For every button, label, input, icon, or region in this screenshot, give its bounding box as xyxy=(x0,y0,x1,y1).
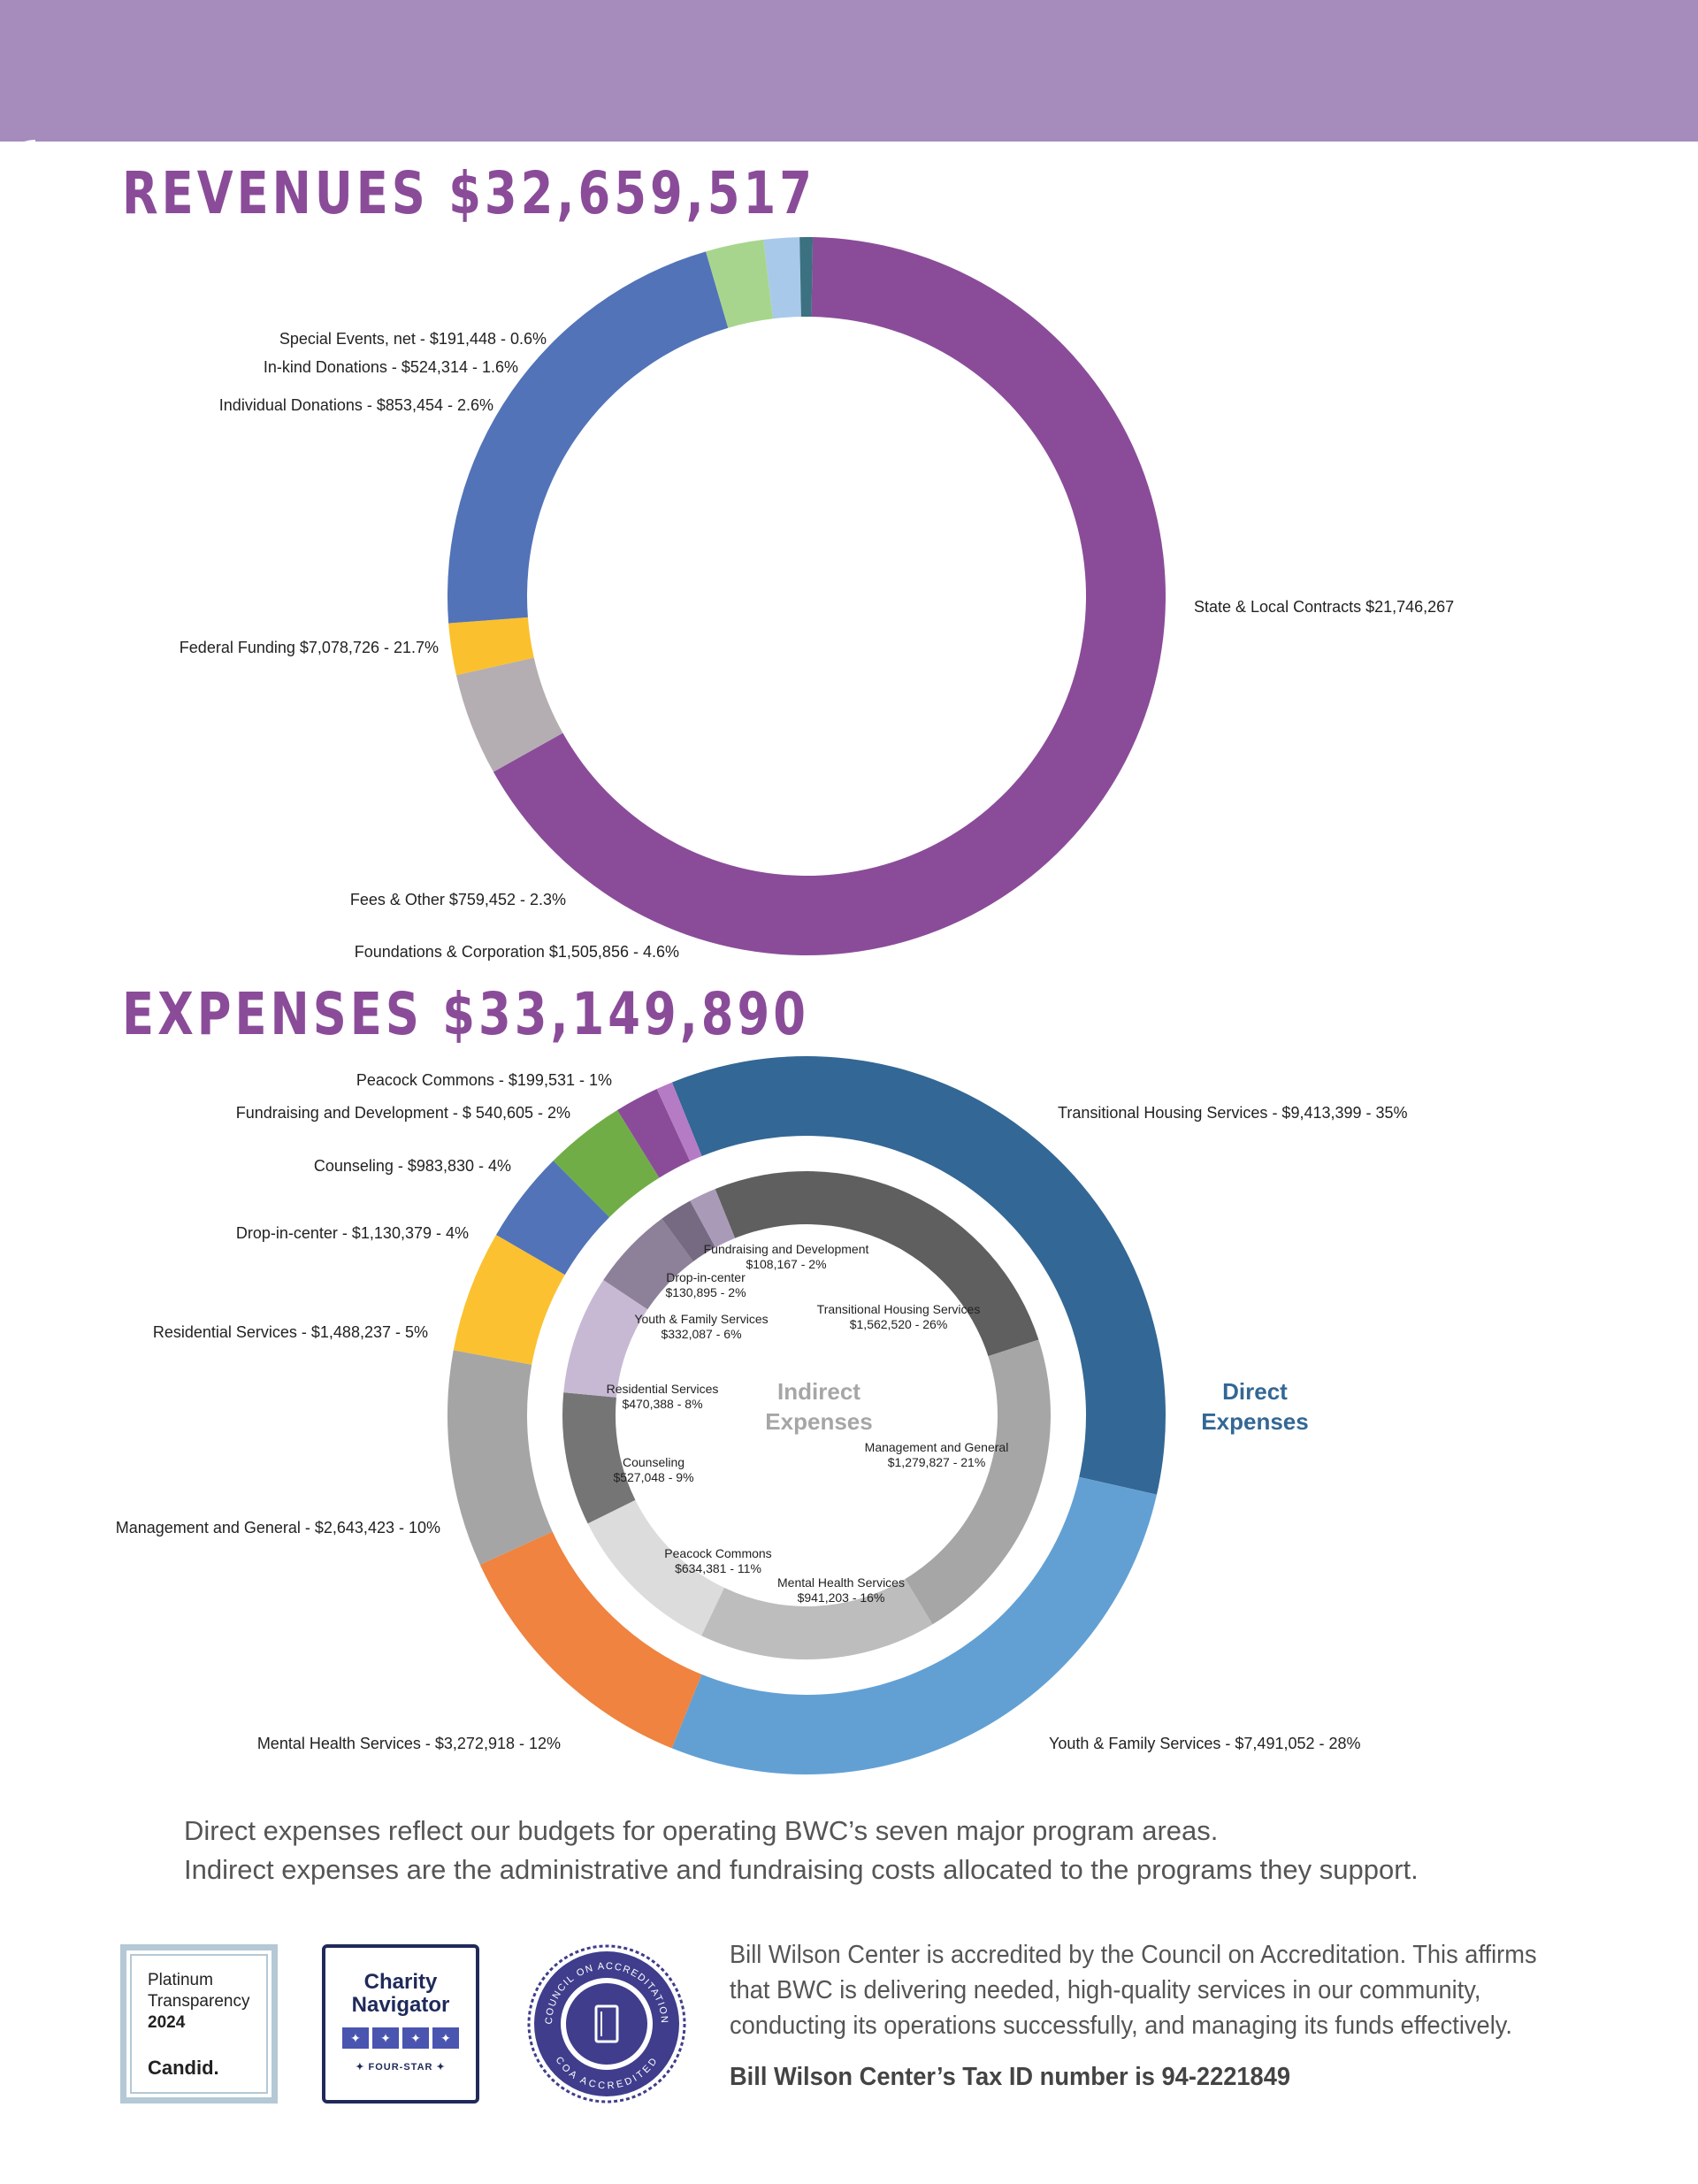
charity-navigator-name-2: Navigator xyxy=(351,1993,450,2017)
expenses-title: EXPENSES $33,149,890 xyxy=(122,980,809,1048)
accreditation-text: Bill Wilson Center is accredited by the … xyxy=(730,1937,1686,2043)
direct-expense-slice-fundraising-and-development xyxy=(617,1088,691,1178)
rev-label-special-events: Special Events, net - $191,448 - 0.6% xyxy=(279,330,547,348)
exp-label-transitional: Transitional Housing Services - $9,413,3… xyxy=(1058,1104,1408,1122)
direct-expense-slice-mental-health-services xyxy=(479,1531,702,1749)
ind-label-counseling-1: Counseling xyxy=(623,1455,685,1469)
ind-label-transitional-2: $1,562,520 - 26% xyxy=(850,1317,948,1331)
ind-label-counseling-2: $527,048 - 9% xyxy=(613,1470,693,1484)
ind-label-youth-family-2: $332,087 - 6% xyxy=(661,1327,741,1341)
ind-label-drop-in-2: $130,895 - 2% xyxy=(665,1285,746,1299)
direct-expenses-label-line1: Direct xyxy=(1222,1378,1288,1405)
ind-label-peacock-1: Peacock Commons xyxy=(664,1546,771,1560)
accreditation-statement: Bill Wilson Center is accredited by the … xyxy=(730,1937,1685,2092)
revenue-slice-federal-funding xyxy=(447,251,729,624)
banner-corner xyxy=(0,140,35,175)
indirect-expense-slice-drop-in-center xyxy=(662,1200,715,1262)
revenue-slice-special-events-net xyxy=(799,237,814,318)
exp-label-drop-in: Drop-in-center - $1,130,379 - 4% xyxy=(236,1224,469,1242)
indirect-expense-slice-management-and-general xyxy=(905,1339,1051,1625)
ind-label-drop-in-1: Drop-in-center xyxy=(666,1270,746,1284)
revenue-slice-fees-other xyxy=(448,617,534,676)
candid-badge-frame: Platinum Transparency 2024 Candid. xyxy=(130,1954,268,2094)
coa-accreditation-seal: COUNCIL ON ACCREDITATION COA ACCREDITED xyxy=(527,1944,686,2104)
ind-label-mental-health-2: $941,203 - 16% xyxy=(798,1590,885,1605)
candid-level: Platinum xyxy=(148,1971,213,1989)
charity-navigator-name-1: Charity xyxy=(363,1970,438,1994)
ind-label-transitional-1: Transitional Housing Services xyxy=(817,1302,981,1316)
indirect-expense-slice-residential-services xyxy=(563,1280,648,1398)
candid-brand: Candid. xyxy=(148,2057,219,2079)
charity-navigator-level: ✦ FOUR-STAR ✦ xyxy=(356,2062,446,2073)
revenue-donut-chart: State & Local Contracts $21,746,267 Foun… xyxy=(180,237,1454,961)
direct-expense-slice-youth-family-services xyxy=(671,1476,1157,1774)
rev-label-individual: Individual Donations - $853,454 - 2.6% xyxy=(219,396,493,414)
indirect-expenses-label-line1: Indirect xyxy=(777,1378,860,1405)
rev-label-state-local: State & Local Contracts $21,746,267 xyxy=(1194,598,1454,616)
rev-label-foundations: Foundations & Corporation $1,505,856 - 4… xyxy=(355,943,679,961)
ind-label-youth-family-1: Youth & Family Services xyxy=(634,1312,768,1326)
star-icon: ✦ xyxy=(342,2027,369,2049)
note-line-indirect: Indirect expenses are the administrative… xyxy=(184,1854,1419,1885)
star-icon: ✦ xyxy=(372,2027,399,2049)
candid-type: Transparency xyxy=(148,1992,250,2011)
direct-expense-slice-counseling xyxy=(553,1109,660,1217)
candid-year: 2024 xyxy=(148,2013,186,2032)
exp-label-youth-family: Youth & Family Services - $7,491,052 - 2… xyxy=(1049,1735,1361,1752)
accreditation-line-1: Bill Wilson Center is accredited by the … xyxy=(730,1941,1537,1969)
indirect-expenses-label-line2: Expenses xyxy=(765,1408,872,1435)
exp-label-mental-health: Mental Health Services - $3,272,918 - 12… xyxy=(257,1735,561,1752)
star-icon: ✦ xyxy=(432,2027,459,2049)
revenue-slice-individual-donations xyxy=(706,239,774,328)
revenue-slice-foundations-corporation xyxy=(455,657,563,772)
star-icon: ✦ xyxy=(402,2027,429,2049)
expenses-note: Direct expenses reflect our budgets for … xyxy=(184,1812,1617,1889)
expense-donut-chart: Transitional Housing Services - $9,413,3… xyxy=(116,1056,1408,1774)
rev-label-in-kind: In-kind Donations - $524,314 - 1.6% xyxy=(264,358,518,376)
direct-expense-slice-peacock-commons xyxy=(656,1082,702,1161)
ind-label-fundraising-2: $108,167 - 2% xyxy=(746,1257,826,1271)
indirect-expense-slice-youth-family-services xyxy=(603,1218,693,1310)
revenues-title: REVENUES $32,659,517 xyxy=(122,159,815,227)
exp-label-management: Management and General - $2,643,423 - 10… xyxy=(116,1519,440,1536)
top-banner xyxy=(0,0,1698,142)
indirect-expense-slice-mental-health-services xyxy=(701,1579,933,1659)
ind-label-residential-2: $470,388 - 8% xyxy=(622,1397,702,1411)
indirect-expense-slice-counseling xyxy=(562,1392,636,1524)
indirect-expense-slice-transitional-housing-services xyxy=(715,1171,1039,1357)
exp-label-counseling: Counseling - $983,830 - 4% xyxy=(314,1157,511,1175)
direct-expenses-label-line2: Expenses xyxy=(1201,1408,1308,1435)
exp-label-residential: Residential Services - $1,488,237 - 5% xyxy=(153,1323,428,1341)
charity-navigator-badge: Charity Navigator ✦ ✦ ✦ ✦ ✦ FOUR-STAR ✦ xyxy=(322,1944,479,2104)
ind-label-mental-health-1: Mental Health Services xyxy=(777,1575,905,1590)
ind-label-fundraising-1: Fundraising and Development xyxy=(704,1242,869,1256)
tax-id: Bill Wilson Center’s Tax ID number is 94… xyxy=(730,2063,1291,2091)
ind-label-residential-1: Residential Services xyxy=(607,1382,719,1396)
ind-label-peacock-2: $634,381 - 11% xyxy=(675,1561,761,1575)
direct-expense-slice-residential-services xyxy=(453,1234,565,1365)
charity-navigator-stars: ✦ ✦ ✦ ✦ xyxy=(325,2027,476,2049)
direct-expense-slice-transitional-housing-services xyxy=(671,1056,1166,1495)
accreditation-line-3: conducting its operations successfully, … xyxy=(730,2012,1512,2040)
candid-transparency-badge: Platinum Transparency 2024 Candid. xyxy=(120,1944,278,2104)
exp-label-peacock: Peacock Commons - $199,531 - 1% xyxy=(356,1071,612,1089)
accreditation-line-2: that BWC is delivering needed, high-qual… xyxy=(730,1976,1481,2004)
ind-label-management-2: $1,279,827 - 21% xyxy=(888,1455,986,1469)
exp-label-fundraising: Fundraising and Development - $ 540,605 … xyxy=(236,1104,570,1122)
ind-label-management-1: Management and General xyxy=(865,1440,1009,1454)
note-line-direct: Direct expenses reflect our budgets for … xyxy=(184,1815,1219,1846)
rev-label-federal: Federal Funding $7,078,726 - 21.7% xyxy=(180,639,439,656)
direct-expense-slice-management-and-general xyxy=(447,1350,553,1565)
revenue-slice-in-kind-donations xyxy=(763,237,801,319)
rev-label-fees: Fees & Other $759,452 - 2.3% xyxy=(350,891,566,908)
indirect-expense-slice-peacock-commons xyxy=(587,1499,724,1636)
door-icon xyxy=(594,2004,619,2043)
direct-expense-slice-drop-in-center xyxy=(496,1161,610,1276)
indirect-expense-slice-fundraising-and-development xyxy=(690,1189,736,1248)
